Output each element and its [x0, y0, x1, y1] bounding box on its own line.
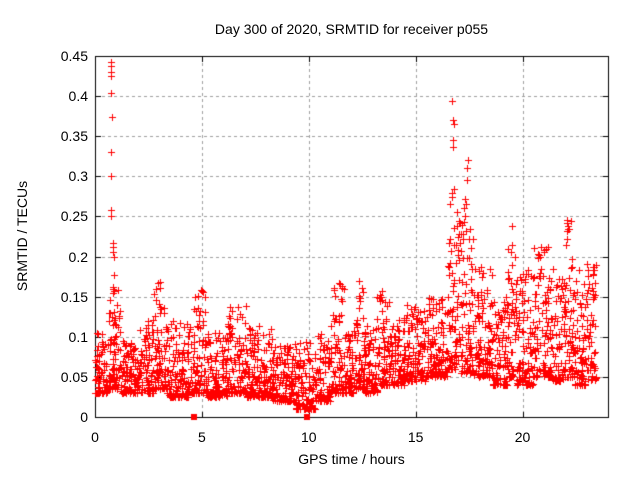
x-tick-label-20: 20 [514, 429, 531, 445]
y-tick-label-0.35: 0.35 [60, 128, 88, 145]
y-tick-label-0.4: 0.4 [68, 88, 88, 105]
y-tick-label-0.1: 0.1 [68, 328, 88, 345]
y-tick-label-0.3: 0.3 [68, 168, 88, 185]
y-tick-label-0.15: 0.15 [60, 288, 88, 305]
y-tick-label-0: 0 [80, 409, 88, 425]
x-tick-label-5: 5 [197, 429, 206, 445]
x-axis-label: GPS time / hours [298, 451, 405, 467]
y-tick-label-0.45: 0.45 [60, 48, 88, 64]
x-tick-label-10: 10 [300, 429, 317, 445]
x-tick-label-15: 15 [407, 429, 424, 445]
y-axis-label: SRMTID / TECUs [14, 180, 30, 292]
y-tick-label-0.2: 0.2 [68, 248, 88, 265]
y-tick-label-0.25: 0.25 [60, 208, 88, 225]
chart-title: Day 300 of 2020, SRMTID for receiver p05… [214, 21, 489, 37]
x-tick-label-0: 0 [91, 429, 99, 445]
y-tick-label-0.05: 0.05 [60, 368, 88, 385]
